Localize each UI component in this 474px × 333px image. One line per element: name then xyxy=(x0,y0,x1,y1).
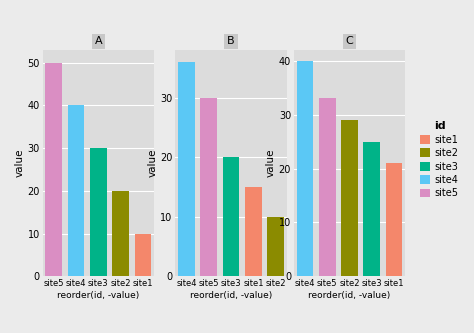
Bar xyxy=(46,63,62,276)
Bar xyxy=(341,120,358,276)
Y-axis label: value: value xyxy=(266,149,276,177)
Bar xyxy=(364,142,380,276)
Y-axis label: value: value xyxy=(15,149,25,177)
Title: A: A xyxy=(94,36,102,46)
Legend: site1, site2, site3, site4, site5: site1, site2, site3, site4, site5 xyxy=(417,119,462,201)
Bar xyxy=(223,157,239,276)
Bar xyxy=(245,187,262,276)
Bar xyxy=(201,98,217,276)
Bar xyxy=(319,99,336,276)
Bar xyxy=(386,163,402,276)
Title: C: C xyxy=(346,36,354,46)
Y-axis label: value: value xyxy=(147,149,157,177)
Bar xyxy=(112,191,129,276)
Bar xyxy=(135,234,151,276)
Bar xyxy=(267,217,284,276)
Title: B: B xyxy=(227,36,235,46)
Bar xyxy=(297,61,313,276)
Bar xyxy=(90,148,107,276)
X-axis label: reorder(id, -value): reorder(id, -value) xyxy=(57,291,139,300)
X-axis label: reorder(id, -value): reorder(id, -value) xyxy=(190,291,272,300)
X-axis label: reorder(id, -value): reorder(id, -value) xyxy=(309,291,391,300)
Bar xyxy=(178,62,195,276)
Bar xyxy=(68,106,84,276)
